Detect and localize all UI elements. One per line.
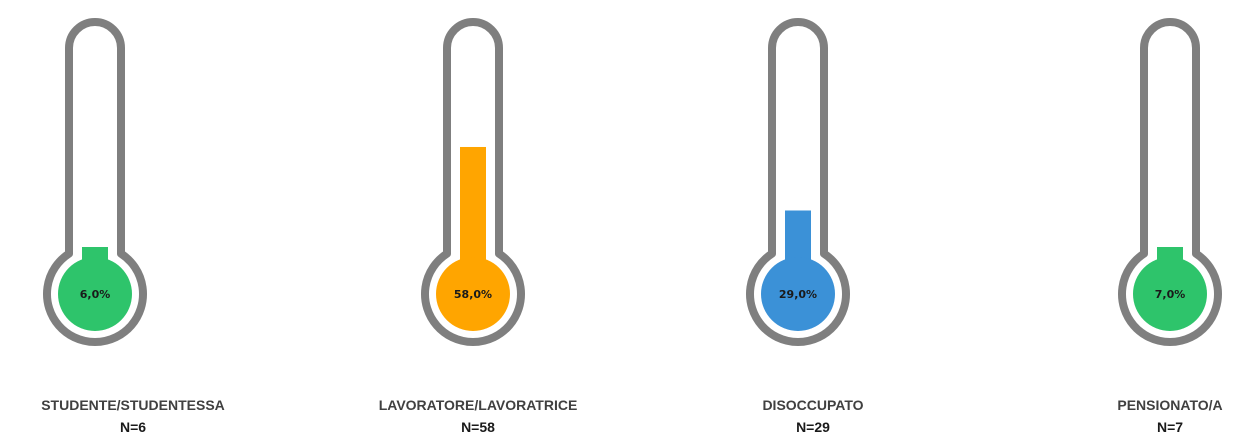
value-label: 7,0%: [1155, 288, 1186, 301]
thermometer-outline: [746, 18, 850, 346]
category-label: DISOCCUPATO: [762, 397, 863, 413]
thermometer-2: 58,0% LAVORATORE/LAVORATRICE N=58: [379, 18, 578, 435]
n-label: N=29: [796, 419, 830, 435]
thermometer-outline: [43, 18, 147, 346]
n-label: N=58: [461, 419, 495, 435]
category-label: STUDENTE/STUDENTESSA: [41, 397, 225, 413]
value-label: 29,0%: [779, 288, 817, 301]
n-label: N=6: [120, 419, 146, 435]
thermometer-4: 7,0% PENSIONATO/A N=7: [1117, 18, 1223, 435]
value-label: 6,0%: [80, 288, 111, 301]
thermometer-1: 6,0% STUDENTE/STUDENTESSA N=6: [41, 18, 225, 435]
category-label: PENSIONATO/A: [1117, 397, 1222, 413]
thermometer-3: 29,0% DISOCCUPATO N=29: [746, 18, 864, 435]
n-label: N=7: [1157, 419, 1183, 435]
value-label: 58,0%: [454, 288, 492, 301]
thermometer-bulb: [436, 257, 510, 331]
thermometer-bulb: [58, 257, 132, 331]
category-label: LAVORATORE/LAVORATRICE: [379, 397, 578, 413]
thermometer-outline: [1118, 18, 1222, 346]
thermometer-bulb: [761, 257, 835, 331]
thermometer-bulb: [1133, 257, 1207, 331]
